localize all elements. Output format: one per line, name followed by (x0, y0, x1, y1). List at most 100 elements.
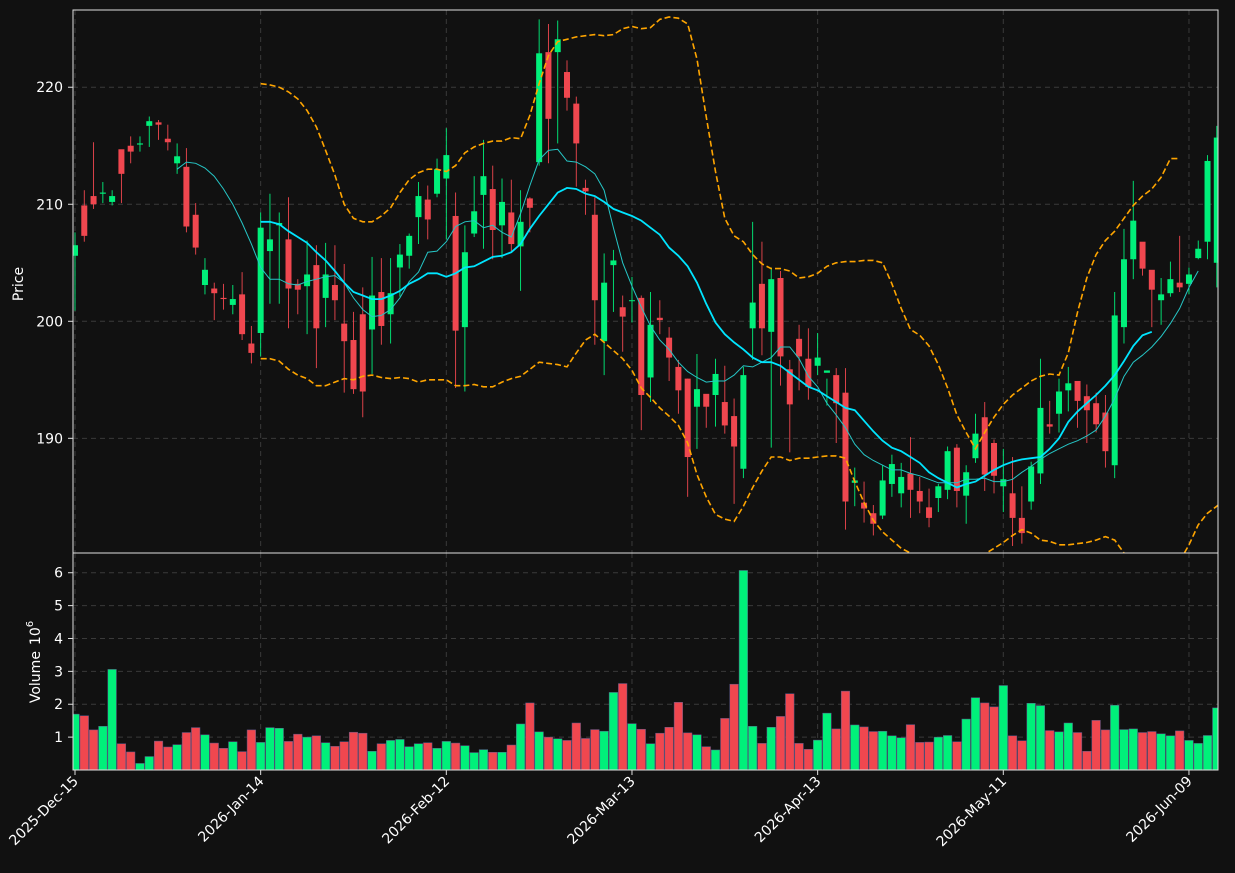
volume-bar (376, 743, 386, 770)
candle-body (991, 442, 998, 476)
volume-bar (358, 732, 368, 770)
candle-body (489, 189, 496, 231)
volume-bar (1100, 729, 1110, 770)
volume-bar (1193, 743, 1203, 770)
volume-bar (1035, 705, 1045, 770)
volume-axis-label: Volume 106 (25, 621, 44, 703)
candle-body (174, 156, 181, 164)
volume-bar (1119, 729, 1129, 770)
volume-tick-label: 5 (54, 599, 63, 615)
candle-body (573, 103, 580, 144)
volume-bar (590, 729, 600, 770)
volume-bar (218, 748, 229, 770)
volume-bar (729, 683, 739, 770)
volume-bar (831, 728, 841, 770)
candle-body (628, 300, 635, 302)
candle-body (684, 378, 691, 458)
candle-body (99, 192, 106, 194)
volume-bar (850, 724, 860, 770)
candle-body (406, 235, 413, 256)
volume-bar (794, 743, 804, 770)
candle-body (619, 307, 626, 317)
candle-body (387, 293, 394, 315)
volume-bar (1128, 728, 1138, 770)
volume-tick-label: 4 (54, 631, 63, 647)
volume-bar (748, 726, 758, 770)
candle-body (563, 72, 570, 98)
candle-body (1000, 479, 1007, 487)
candle-body (898, 476, 905, 494)
candle-body (610, 260, 617, 266)
candle-body (721, 402, 728, 426)
candle-body (656, 317, 663, 321)
candle-body (508, 212, 515, 245)
volume-bar (757, 743, 767, 770)
candle-body (536, 53, 543, 163)
volume-bar (775, 716, 786, 770)
candle-body (861, 502, 868, 509)
volume-bar (116, 743, 126, 770)
candle-body (415, 196, 422, 218)
candle-body (434, 169, 441, 194)
volume-bar (599, 730, 609, 770)
volume-bar (970, 697, 981, 770)
volume-bar (525, 702, 535, 770)
candle-body (192, 214, 199, 248)
candle-body (164, 138, 171, 143)
candle-body (471, 211, 478, 234)
volume-bar (89, 729, 99, 770)
volume-bar (998, 685, 1008, 770)
volume-tick-label: 2 (54, 697, 63, 713)
candle-body (768, 279, 775, 332)
candle-body (1093, 403, 1100, 425)
candle-body (211, 288, 218, 294)
candle-body (331, 285, 338, 301)
candle-body (703, 393, 710, 407)
volume-tick-label: 3 (54, 664, 63, 680)
volume-bar (265, 727, 275, 770)
volume-bar (98, 726, 108, 770)
price-panel (73, 16, 1218, 553)
volume-bar (980, 702, 990, 770)
candle-body (73, 245, 78, 256)
volume-bar (1026, 703, 1036, 770)
volume-bar (1045, 730, 1055, 770)
volume-tick-label: 1 (54, 730, 63, 746)
volume-bar (311, 735, 321, 770)
volume-bar (200, 734, 210, 770)
candle-body (136, 143, 143, 145)
candle-body (1176, 282, 1183, 288)
candle-body (350, 340, 357, 390)
volume-bar (144, 756, 154, 770)
volume-bar (1063, 722, 1073, 770)
volume-bar (1202, 735, 1213, 770)
volume-bar (478, 749, 489, 770)
volume-bar (1175, 730, 1185, 770)
candle-body (90, 196, 97, 205)
candle-body (805, 358, 812, 387)
volume-bar (460, 745, 470, 770)
volume-bar (878, 730, 888, 770)
price-tick-label: 190 (36, 431, 63, 447)
volume-bar (163, 746, 173, 770)
volume-bar (348, 731, 359, 770)
candle-body (369, 295, 376, 330)
volume-bar (1156, 733, 1166, 770)
volume-bar (339, 741, 349, 770)
volume-bar (1091, 720, 1101, 770)
candle-body (424, 199, 431, 220)
candle-body (666, 337, 673, 358)
candle-body (257, 227, 264, 333)
candle-body (916, 490, 923, 502)
candle-body (888, 464, 895, 484)
candle-body (1046, 424, 1053, 427)
volume-bar (905, 724, 916, 770)
volume-bar (330, 746, 340, 770)
candle-body (378, 292, 385, 326)
volume-bar (692, 734, 702, 770)
candle-body (870, 513, 877, 524)
volume-bar (126, 751, 136, 770)
candle-body (1195, 248, 1202, 259)
candle-body (248, 343, 255, 353)
volume-bar (943, 735, 953, 770)
